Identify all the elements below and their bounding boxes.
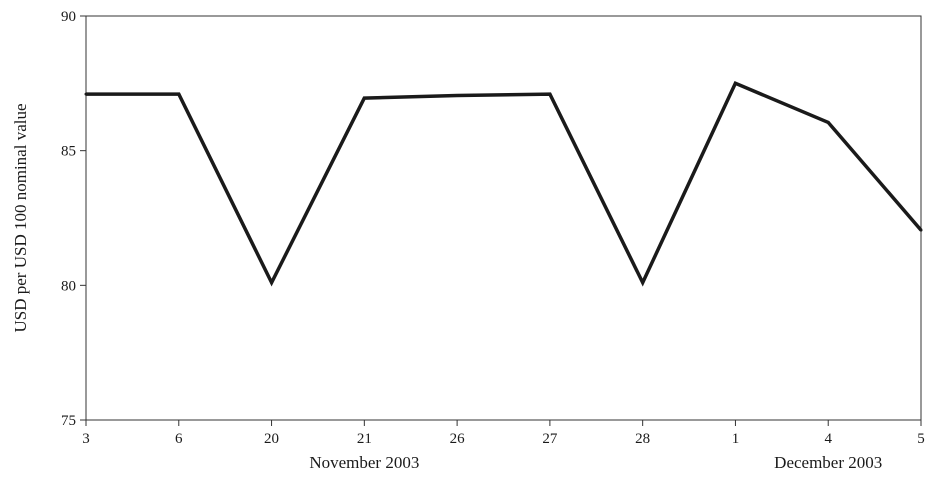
data-point bbox=[84, 92, 88, 96]
x-tick-label: 28 bbox=[635, 431, 650, 447]
data-point bbox=[177, 92, 181, 96]
plot-frame bbox=[85, 15, 922, 421]
x-group-label: December 2003 bbox=[774, 453, 882, 472]
data-point bbox=[548, 92, 552, 96]
data-point bbox=[826, 120, 830, 124]
x-tick-label: 26 bbox=[450, 431, 466, 447]
x-tick-label: 3 bbox=[82, 431, 90, 447]
y-tick-label: 80 bbox=[61, 278, 76, 294]
data-point bbox=[270, 281, 274, 285]
x-tick-label: 20 bbox=[264, 431, 279, 447]
axis-ticks: 75 80 85 90 3 6 20 21 26 27 28 1 4 5 November 2003 Dece… bbox=[61, 9, 925, 472]
x-tick-label: 5 bbox=[917, 431, 925, 447]
data-point bbox=[362, 96, 366, 100]
data-point bbox=[919, 228, 923, 232]
data-point bbox=[641, 281, 645, 285]
y-tick-label: 90 bbox=[61, 9, 76, 25]
x-tick-label: 21 bbox=[357, 431, 372, 447]
plot-area-border bbox=[85, 15, 922, 421]
series-line bbox=[86, 81, 923, 287]
series-layer bbox=[84, 81, 923, 287]
data-point bbox=[455, 93, 459, 97]
x-tick-label: 6 bbox=[175, 431, 183, 447]
y-tick-label: 75 bbox=[61, 413, 76, 429]
x-tick-label: 4 bbox=[824, 431, 832, 447]
y-tick-label: 85 bbox=[61, 144, 76, 160]
x-group-label: November 2003 bbox=[309, 453, 419, 472]
y-axis-label: USD per USD 100 nominal value bbox=[11, 103, 30, 332]
x-tick-label: 1 bbox=[732, 431, 740, 447]
x-tick-label: 27 bbox=[542, 431, 558, 447]
data-point bbox=[733, 81, 737, 85]
